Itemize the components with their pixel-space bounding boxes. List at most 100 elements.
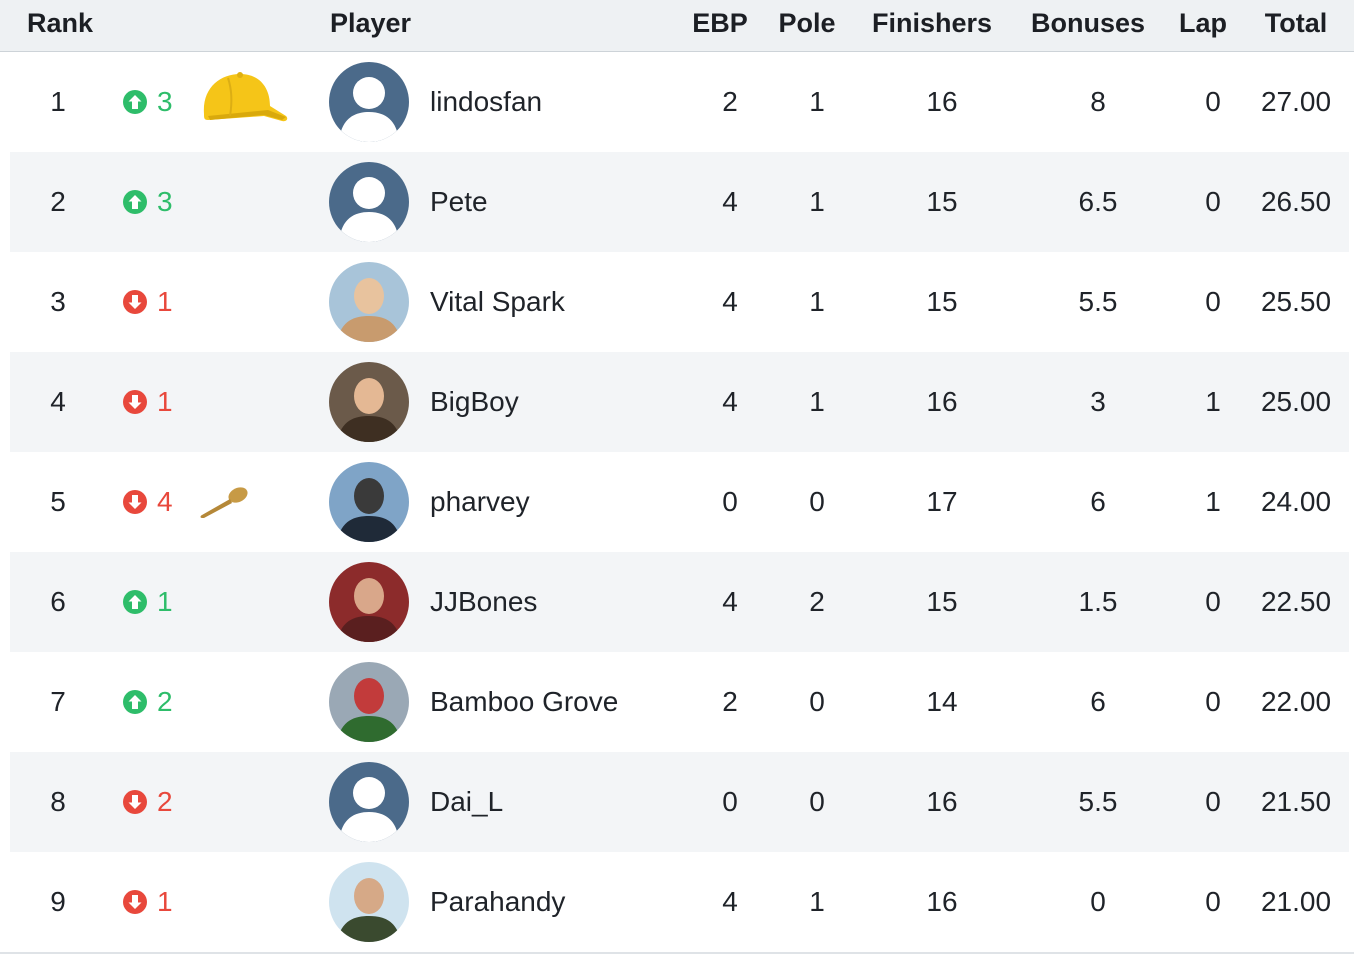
avatar[interactable]	[329, 762, 409, 842]
finishers-cell: 16	[926, 86, 958, 117]
table-row[interactable]: 6 1 JJBones 4 2 15 1.5 0 22.50	[10, 552, 1349, 652]
table-row[interactable]: 8 2 Dai_L 0 0 16 5.5 0 21.50	[10, 752, 1349, 852]
lap-cell: 0	[1205, 186, 1221, 217]
player-name[interactable]: Bamboo Grove	[430, 686, 619, 717]
lap-cell: 0	[1205, 686, 1221, 717]
header-pole[interactable]: Pole	[778, 8, 836, 38]
ebp-cell: 0	[722, 486, 738, 517]
total-cell: 22.00	[1260, 686, 1332, 717]
header-total[interactable]: Total	[1264, 8, 1328, 38]
player-name[interactable]: JJBones	[430, 586, 538, 617]
header-ebp[interactable]: EBP	[692, 8, 748, 38]
rank-change: 3	[123, 86, 173, 118]
pole-cell: 1	[809, 386, 825, 417]
table-row[interactable]: 4 1 BigBoy 4 1 16 3 1 25.00	[10, 352, 1349, 452]
player-name[interactable]: Vital Spark	[430, 286, 565, 317]
pole-cell: 0	[809, 686, 825, 717]
rank-change: 4	[123, 486, 173, 518]
header-rank[interactable]: Rank	[27, 8, 94, 38]
lap-cell: 0	[1205, 86, 1221, 117]
table-row[interactable]: 9 1 Parahandy 4 1 16 0 0 21.00	[10, 852, 1349, 952]
finishers-cell: 16	[926, 786, 958, 817]
avatar[interactable]	[329, 162, 409, 242]
finishers-cell: 14	[926, 686, 958, 717]
table-row[interactable]: 1 3 lindosfan 2 1 16 8 0 27.00	[10, 52, 1349, 152]
rank-cell: 4	[50, 386, 66, 417]
avatar[interactable]	[329, 62, 409, 142]
avatar[interactable]	[329, 462, 409, 542]
avatar[interactable]	[329, 562, 409, 642]
rank-cell: 7	[50, 686, 66, 717]
header-lap[interactable]: Lap	[1178, 8, 1228, 38]
ebp-cell: 0	[722, 786, 738, 817]
player-name[interactable]: Parahandy	[430, 886, 566, 917]
pole-cell: 0	[809, 786, 825, 817]
bonuses-cell: 6	[1090, 486, 1106, 517]
rank-change: 3	[123, 186, 173, 218]
rank-change-value: 2	[157, 686, 173, 717]
pole-cell: 1	[809, 86, 825, 117]
arrow-up-icon	[123, 590, 147, 614]
player-name[interactable]: lindosfan	[430, 86, 543, 117]
pole-cell: 0	[809, 486, 825, 517]
total-cell: 27.00	[1260, 86, 1332, 117]
pole-cell: 2	[809, 586, 825, 617]
bonuses-cell: 6	[1090, 686, 1106, 717]
ebp-cell: 4	[722, 386, 738, 417]
arrow-up-icon	[123, 90, 147, 114]
lap-cell: 0	[1205, 786, 1221, 817]
bonuses-cell: 8	[1090, 86, 1106, 117]
player-name[interactable]: pharvey	[430, 486, 530, 517]
rank-change-value: 1	[157, 886, 173, 917]
rank-cell: 1	[50, 86, 66, 117]
rank-change-value: 2	[157, 786, 173, 817]
wooden-spoon-icon	[198, 485, 250, 524]
bonuses-cell: 5.5	[1078, 286, 1118, 317]
finishers-cell: 15	[926, 186, 958, 217]
arrow-down-icon	[123, 390, 147, 414]
yellow-cap-icon	[198, 70, 292, 137]
player-name[interactable]: BigBoy	[430, 386, 519, 417]
finishers-cell: 16	[926, 886, 958, 917]
avatar[interactable]	[329, 862, 409, 942]
total-cell: 22.50	[1260, 586, 1332, 617]
rank-change-value: 1	[157, 286, 173, 317]
avatar[interactable]	[329, 362, 409, 442]
rank-change: 2	[123, 786, 173, 818]
ebp-cell: 4	[722, 886, 738, 917]
rank-change: 1	[123, 586, 173, 618]
rank-change-value: 3	[157, 186, 173, 217]
avatar[interactable]	[329, 262, 409, 342]
table-row[interactable]: 5 4 pharvey 0 0 17 6 1 24.00	[10, 452, 1349, 552]
table-row[interactable]: 2 3 Pete 4 1 15 6.5 0 26.50	[10, 152, 1349, 252]
arrow-up-icon	[123, 190, 147, 214]
rank-cell: 9	[50, 886, 66, 917]
bonuses-cell: 3	[1090, 386, 1106, 417]
arrow-down-icon	[123, 290, 147, 314]
pole-cell: 1	[809, 286, 825, 317]
bonuses-cell: 0	[1090, 886, 1106, 917]
header-bonuses[interactable]: Bonuses	[1030, 8, 1146, 38]
header-finishers[interactable]: Finishers	[871, 8, 993, 38]
arrow-down-icon	[123, 890, 147, 914]
rank-change-value: 4	[157, 486, 173, 517]
finishers-cell: 16	[926, 386, 958, 417]
ebp-cell: 2	[722, 686, 738, 717]
table-bottom-border	[0, 952, 1354, 954]
table-row[interactable]: 7 2 Bamboo Grove 2 0 14 6 0 22.00	[10, 652, 1349, 752]
table-row[interactable]: 3 1 Vital Spark 4 1 15 5.5 0 25.50	[10, 252, 1349, 352]
arrow-down-icon	[123, 490, 147, 514]
player-name[interactable]: Pete	[430, 186, 488, 217]
avatar[interactable]	[329, 662, 409, 742]
finishers-cell: 15	[926, 286, 958, 317]
player-name[interactable]: Dai_L	[430, 786, 504, 817]
arrow-down-icon	[123, 790, 147, 814]
lap-cell: 1	[1205, 486, 1221, 517]
lap-cell: 0	[1205, 886, 1221, 917]
rank-change: 1	[123, 886, 173, 918]
table-header: Rank Player EBP Pole Finishers Bonuses L…	[0, 0, 1354, 52]
header-player[interactable]: Player	[330, 8, 412, 38]
ebp-cell: 4	[722, 586, 738, 617]
rank-change-value: 3	[157, 86, 173, 117]
